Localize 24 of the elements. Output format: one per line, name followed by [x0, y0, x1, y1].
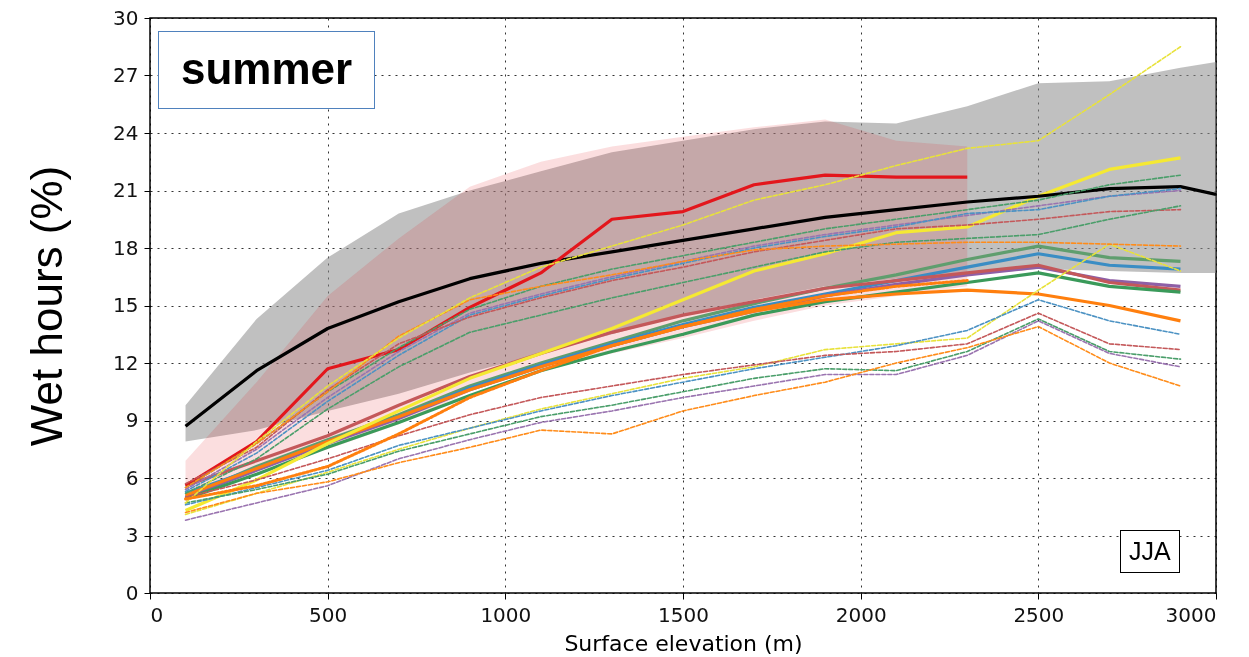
line-series: [183, 173, 969, 488]
y-tick-label: 12: [113, 350, 139, 375]
y-tick-label: 15: [113, 293, 139, 317]
x-tick-label: 3000: [1165, 602, 1217, 627]
annotation: JJA: [1120, 530, 1180, 573]
y-tick-label: 6: [125, 465, 139, 490]
y-tick-label: 18: [113, 235, 139, 260]
y-axis-title: Wet hours (%): [22, 165, 72, 447]
x-axis-title: Surface elevation (m): [564, 630, 803, 656]
line-series: [184, 45, 1182, 504]
x-tick-label: 2500: [1013, 602, 1065, 627]
y-tick-label: 0: [125, 580, 139, 605]
y-tick-label: 27: [113, 63, 139, 87]
y-tick-label: 24: [113, 120, 139, 145]
x-tick-label: 2000: [835, 602, 887, 627]
x-tick-label: 1500: [658, 602, 709, 627]
annotation: summer: [158, 31, 376, 109]
y-tick-label: 30: [113, 5, 139, 30]
x-tick-label: 0: [150, 602, 164, 627]
y-tick-label: 3: [125, 523, 139, 547]
y-tick-label: 21: [113, 178, 139, 202]
x-tick-label: 1000: [480, 602, 532, 627]
x-tick-label: 500: [309, 602, 348, 627]
y-tick-label: 9: [125, 408, 139, 432]
